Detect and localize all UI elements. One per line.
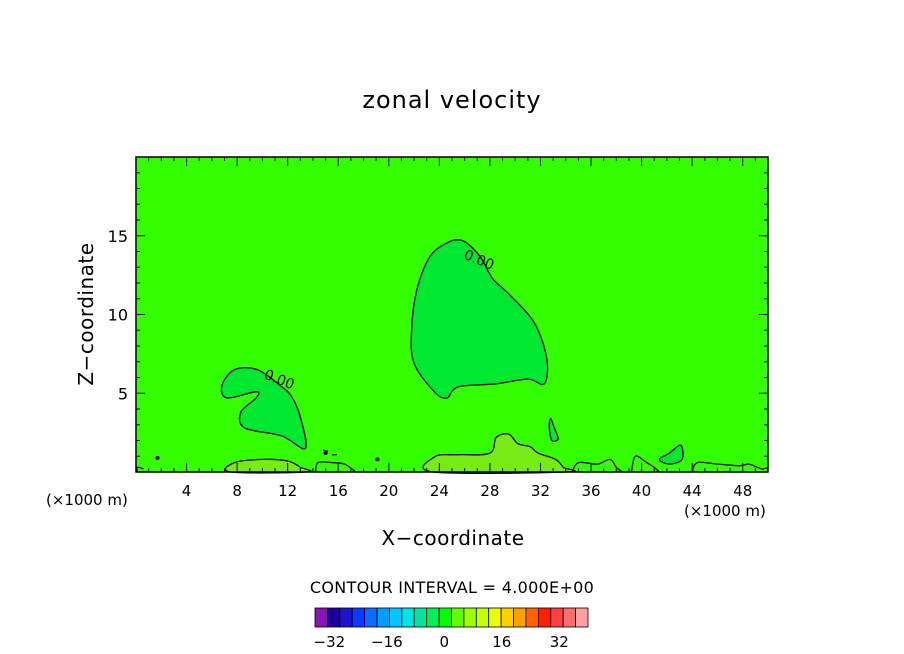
x-tick-label: 32 — [531, 482, 550, 500]
x-tick-label: 40 — [632, 482, 651, 500]
x-tick-label: 4 — [182, 482, 192, 500]
contour-line — [314, 461, 357, 473]
contour-region-x43-cell — [658, 444, 684, 465]
y-tick-label: 10 — [108, 306, 128, 325]
x-tick-label: 48 — [733, 482, 752, 500]
y-axis-label: Z−coordinate — [74, 242, 98, 386]
contour-region-upper-cell — [410, 239, 549, 399]
x-multiplier-label-left: (×1000 m) — [46, 491, 128, 509]
chart-title: zonal velocity — [362, 86, 542, 114]
x-tick-label: 12 — [278, 482, 297, 500]
x-tick-label: 44 — [683, 482, 702, 500]
contour-line — [136, 466, 144, 473]
x-tick-label: 8 — [232, 482, 242, 500]
contour-dot — [375, 457, 380, 462]
contour-region-surface-band-2 — [422, 433, 576, 474]
x-tick-label: 24 — [430, 482, 449, 500]
y-tick-label: 5 — [118, 384, 128, 403]
contour-interval-label: CONTOUR INTERVAL = 4.000E+00 — [309, 578, 595, 597]
x-tick-label: 16 — [329, 482, 348, 500]
x-tick-label: 28 — [480, 482, 499, 500]
y-tick-label: 15 — [108, 227, 128, 246]
x-tick-label: 36 — [581, 482, 600, 500]
contour-region-lower-cell — [220, 367, 307, 450]
contour-line — [571, 458, 624, 473]
contour-line — [691, 461, 769, 473]
x-tick-label: 20 — [379, 482, 398, 500]
contour-line — [322, 449, 329, 453]
x-axis-label: X−coordinate — [381, 526, 525, 550]
contour-region-x33-cell — [548, 417, 559, 442]
contour-line — [630, 455, 660, 473]
contour-dot — [155, 455, 160, 460]
contour-dot — [323, 451, 328, 456]
x-multiplier-label-right: (×1000 m) — [684, 502, 766, 520]
